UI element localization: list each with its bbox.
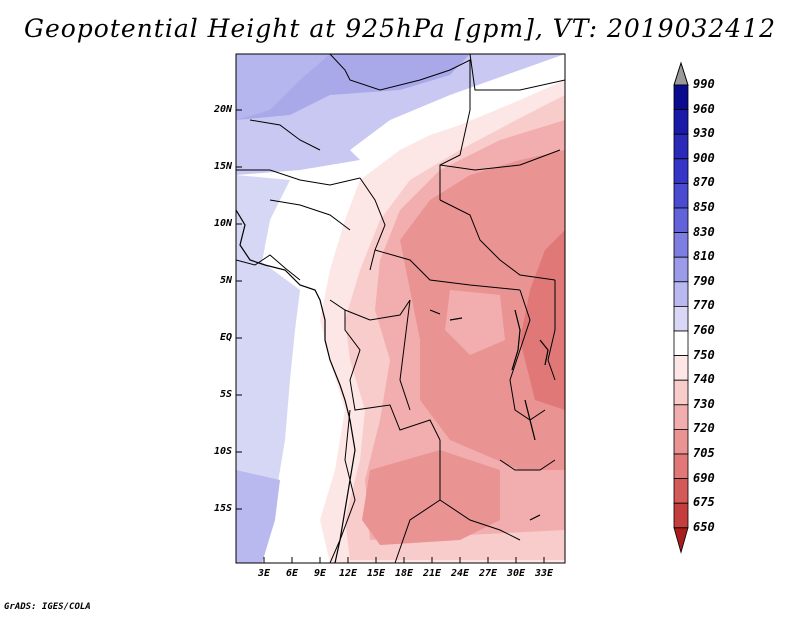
colorbar-level-label: 830 [693,224,715,239]
colorbar-level-label: 810 [693,249,715,264]
colorbar-swatch [673,109,689,135]
lon-tick-label: 21E [422,568,442,579]
colorbar-swatch [673,355,689,381]
sahara-white-tongue [350,54,565,165]
deep-red-east [520,230,565,410]
lat-tick-label: 10S [213,446,232,457]
lat-tick-label: 15S [213,503,232,514]
colorbar-level-label: 850 [693,200,715,214]
colorbar-level-label: 730 [693,396,715,411]
colorbar-level-label: 720 [693,421,715,436]
lon-tick-label: 12E [338,568,358,579]
colorbar-level-label: 675 [693,495,715,510]
colorbar [673,61,689,554]
lon-tick-label: 33E [534,568,554,579]
colorbar-swatch [673,281,689,307]
lat-tick-label: 15N [213,161,232,172]
colorbar-swatch [673,133,689,160]
lon-tick-label: 18E [394,568,414,579]
southwest-blue [236,470,280,563]
colorbar-top-arrow [673,61,689,86]
lat-tick-label: 20N [213,104,232,115]
colorbar-level-label: 650 [693,519,715,534]
west-ocean-blue [236,175,300,563]
colorbar-level-label: 760 [693,323,715,337]
colorbar-swatch [673,330,689,357]
colorbar-level-label: 770 [693,298,715,313]
map-field [236,54,565,563]
colorbar-swatch [673,428,689,455]
colorbar-level-label: 960 [693,101,715,116]
grads-credit: GrADS: IGES/COLA [4,602,91,612]
colorbar-swatch [673,182,689,209]
map-frame [235,53,566,564]
map-title: Geopotential Height at 925hPa [gpm], VT:… [23,14,777,43]
lon-tick-label: 15E [366,568,386,579]
colorbar-swatch [673,207,689,234]
colorbar-level-label: 930 [693,126,715,141]
colorbar-swatch [673,502,689,529]
lon-tick-label: 27E [478,568,498,579]
lon-tick-label: 3E [257,568,271,579]
lon-tick-label: 30E [506,568,526,579]
lat-tick-label: EQ [219,332,232,343]
lighter-central-patch [445,290,505,355]
colorbar-swatch [673,158,689,184]
southern-red-region [362,450,500,545]
colorbar-level-label: 690 [693,470,715,485]
colorbar-swatch [673,478,689,504]
colorbar-swatch [673,379,689,406]
colorbar-swatch [673,84,689,111]
colorbar-level-label: 900 [693,150,715,165]
colorbar-swatch [673,232,689,258]
lon-tick-label: 6E [285,568,299,579]
colorbar-level-label: 705 [693,446,715,460]
colorbar-level-label: 990 [693,77,715,91]
colorbar-level-label: 740 [693,372,715,387]
colorbar-level-label: 870 [693,175,715,190]
lat-tick-label: 5S [219,389,232,400]
colorbar-level-label: 790 [693,273,715,288]
colorbar-swatch [673,404,689,430]
coastlines [236,209,549,563]
lon-tick-label: 24E [450,568,470,579]
colorbar-bottom-arrow [673,527,689,554]
colorbar-swatch [673,305,689,332]
colorbar-level-label: 750 [693,347,715,362]
lat-tick-label: 5N [219,275,232,286]
axis-ticks [236,109,545,563]
northwest-blue-region [236,54,330,120]
lat-tick-label: 10N [213,218,232,229]
colorbar-swatch [673,453,689,480]
colorbar-swatch [673,256,689,283]
lon-tick-label: 9E [313,568,327,579]
